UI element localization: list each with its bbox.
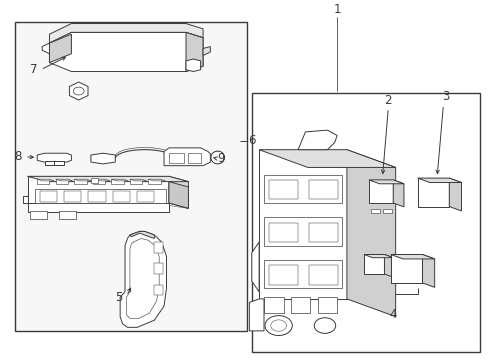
Bar <box>88 190 105 202</box>
Polygon shape <box>74 179 86 184</box>
Bar <box>154 285 163 295</box>
Polygon shape <box>93 179 110 181</box>
Bar <box>308 222 337 242</box>
Bar <box>308 265 337 285</box>
Text: 7: 7 <box>30 63 37 76</box>
Bar <box>137 190 154 202</box>
Polygon shape <box>37 153 71 162</box>
Bar <box>168 153 183 163</box>
Polygon shape <box>56 179 68 184</box>
Bar <box>59 211 76 219</box>
Polygon shape <box>74 179 91 181</box>
Text: 2: 2 <box>384 94 391 107</box>
Bar <box>188 153 200 163</box>
Polygon shape <box>422 255 434 287</box>
Polygon shape <box>91 153 115 164</box>
Polygon shape <box>392 180 403 207</box>
Polygon shape <box>346 150 395 317</box>
Polygon shape <box>37 179 54 181</box>
Bar <box>264 175 341 203</box>
Text: 8: 8 <box>14 150 21 163</box>
Bar <box>290 297 310 313</box>
Polygon shape <box>120 231 166 327</box>
Text: 4: 4 <box>388 308 396 321</box>
Polygon shape <box>111 179 128 181</box>
Polygon shape <box>390 255 434 259</box>
Polygon shape <box>49 34 71 63</box>
Polygon shape <box>69 82 88 100</box>
Polygon shape <box>259 150 346 299</box>
Polygon shape <box>111 179 123 184</box>
Bar <box>383 209 391 213</box>
Polygon shape <box>185 32 203 72</box>
Circle shape <box>314 318 335 333</box>
Bar <box>308 180 337 199</box>
Polygon shape <box>93 179 105 184</box>
Bar <box>268 222 298 242</box>
Bar <box>264 217 341 246</box>
Bar <box>91 179 98 183</box>
Text: 1: 1 <box>333 4 340 17</box>
Bar <box>268 180 298 199</box>
Polygon shape <box>363 255 384 274</box>
Bar <box>264 297 283 313</box>
Text: 9: 9 <box>217 152 224 165</box>
Polygon shape <box>130 231 154 238</box>
Polygon shape <box>27 203 168 212</box>
Polygon shape <box>22 196 27 203</box>
Text: 6: 6 <box>248 134 255 147</box>
Bar <box>268 265 298 285</box>
Polygon shape <box>251 242 259 292</box>
Text: 3: 3 <box>441 90 448 103</box>
Polygon shape <box>368 180 392 203</box>
Polygon shape <box>384 255 392 277</box>
Polygon shape <box>27 176 188 182</box>
Text: 5: 5 <box>115 291 122 303</box>
Bar <box>113 190 130 202</box>
Bar <box>54 161 64 165</box>
Polygon shape <box>163 148 210 166</box>
Polygon shape <box>368 180 403 184</box>
Polygon shape <box>42 43 49 54</box>
Bar <box>30 211 47 219</box>
Bar <box>64 190 81 202</box>
Polygon shape <box>185 59 200 72</box>
Bar <box>15 22 246 331</box>
Polygon shape <box>259 150 395 167</box>
Polygon shape <box>148 179 160 184</box>
Polygon shape <box>417 178 461 183</box>
Polygon shape <box>37 179 49 184</box>
Polygon shape <box>56 179 73 181</box>
Polygon shape <box>203 47 210 55</box>
Bar <box>317 297 336 313</box>
Polygon shape <box>363 255 392 258</box>
Polygon shape <box>298 130 336 150</box>
Circle shape <box>264 316 292 336</box>
Polygon shape <box>249 299 264 331</box>
Bar <box>40 190 57 202</box>
Polygon shape <box>448 178 461 211</box>
Bar <box>251 93 479 352</box>
Circle shape <box>73 87 84 95</box>
Polygon shape <box>49 32 203 72</box>
Polygon shape <box>27 176 168 203</box>
Bar <box>154 242 163 253</box>
Bar <box>35 189 166 203</box>
Bar <box>264 260 341 288</box>
Polygon shape <box>49 23 203 43</box>
Polygon shape <box>130 179 142 184</box>
Bar <box>370 209 379 213</box>
Polygon shape <box>168 182 188 208</box>
Polygon shape <box>390 255 422 283</box>
Bar <box>154 264 163 274</box>
Polygon shape <box>130 179 147 181</box>
Polygon shape <box>168 176 188 208</box>
Bar <box>44 161 54 165</box>
Polygon shape <box>148 179 165 181</box>
Polygon shape <box>417 178 448 207</box>
